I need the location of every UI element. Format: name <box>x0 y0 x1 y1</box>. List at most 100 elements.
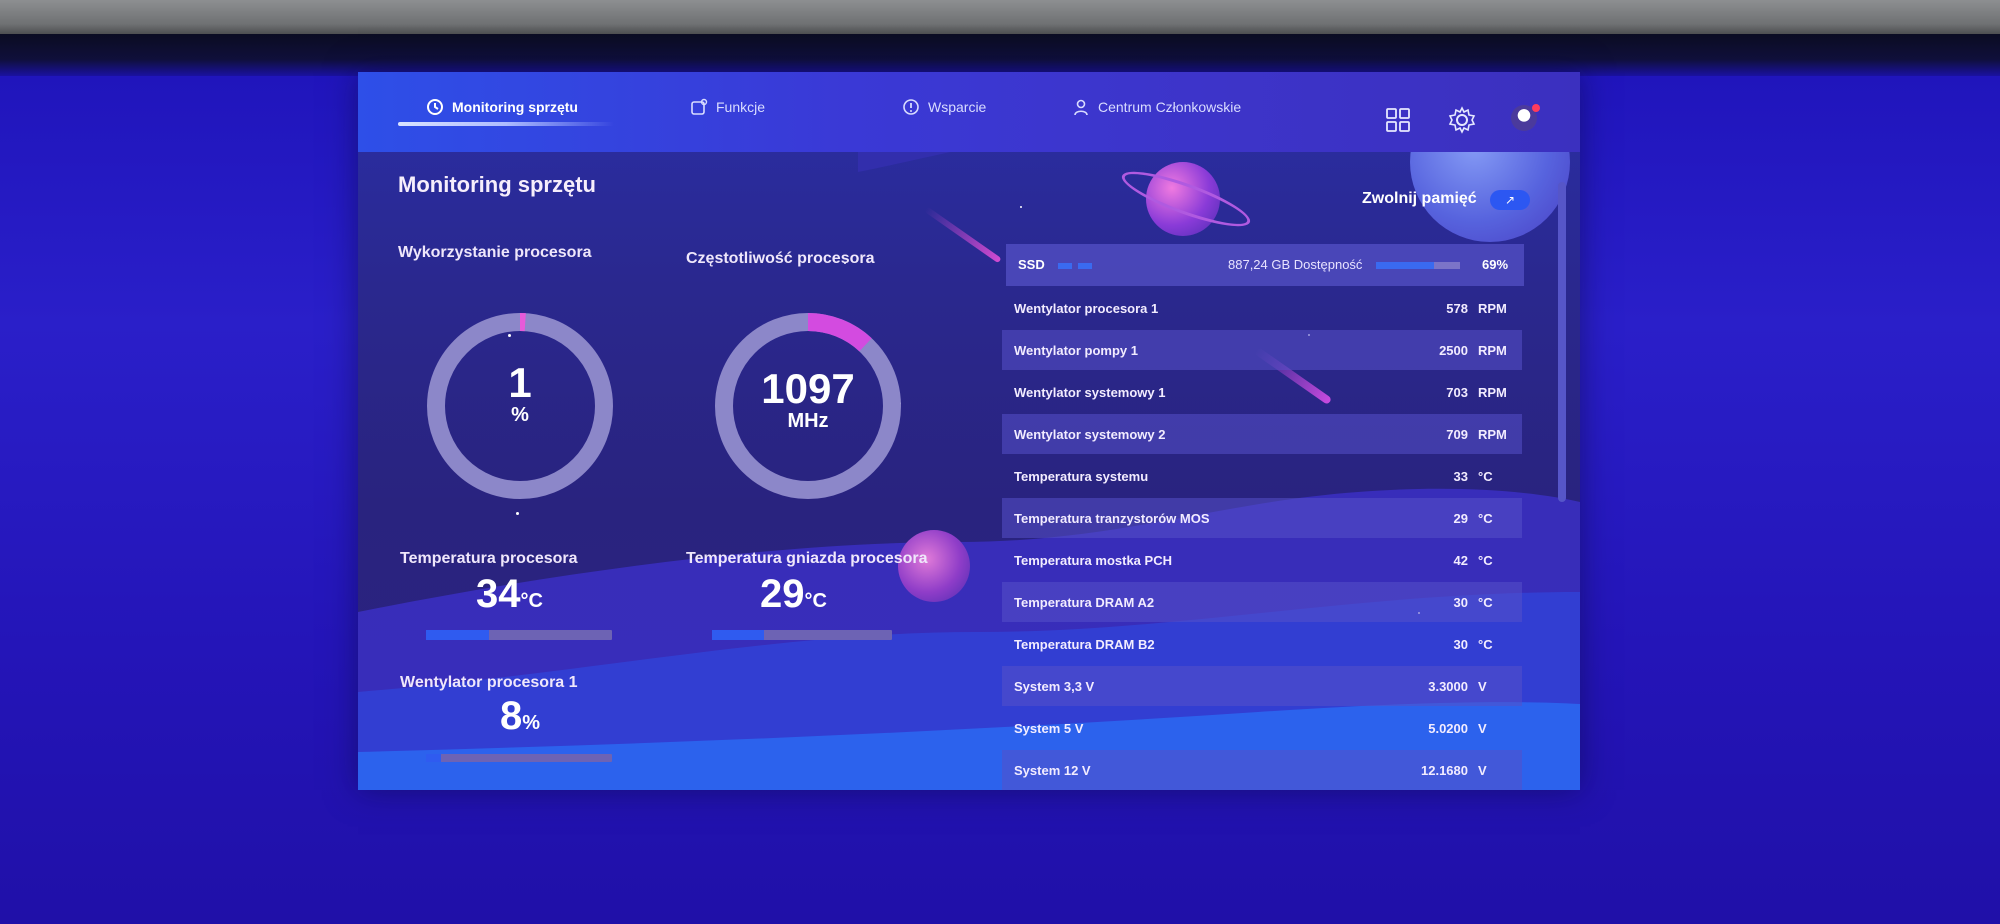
sensor-unit: V <box>1478 762 1487 778</box>
page-title: Monitoring sprzętu <box>398 172 596 197</box>
scrollbar[interactable] <box>1558 182 1566 502</box>
sensor-name: Temperatura mostka PCH <box>1014 552 1172 568</box>
star <box>1020 206 1022 208</box>
socket-temperature-bar <box>712 630 892 640</box>
sensor-unit: °C <box>1478 552 1493 568</box>
socket-temperature-unit: °C <box>804 590 827 612</box>
sensor-name: Temperatura DRAM B2 <box>1014 636 1155 652</box>
settings-button[interactable] <box>1446 104 1478 136</box>
sensor-name: Wentylator procesora 1 <box>1014 300 1159 316</box>
ssd-row: SSD 887,24 GB Dostępność 69% <box>1006 244 1524 286</box>
socket-temperature-readout: 29°C <box>760 572 827 617</box>
tab-label: Funkcje <box>716 99 766 115</box>
sensor-value: 12.1680 <box>1421 762 1468 778</box>
cpu-fan-label: Wentylator procesora 1 <box>400 674 578 691</box>
list-item: Temperatura mostka PCH 42 °C <box>1002 540 1522 580</box>
ssd-percent: 69% <box>1482 257 1509 272</box>
cpu-fan-bar <box>426 754 612 762</box>
planet-decoration <box>1146 162 1220 236</box>
list-item: Temperatura tranzystorów MOS 29 °C <box>1002 498 1522 538</box>
list-item: Wentylator systemowy 2 709 RPM <box>1002 414 1522 454</box>
sensor-value: 42 <box>1453 552 1468 568</box>
avatar[interactable] <box>1508 102 1540 134</box>
sensor-name: Temperatura DRAM A2 <box>1014 594 1155 610</box>
cpu-usage-gauge <box>427 313 613 499</box>
bar-fill <box>712 630 765 640</box>
sensor-unit: V <box>1478 720 1487 736</box>
monitor-icon <box>427 99 443 115</box>
grid-icon <box>1386 108 1410 132</box>
bar-fill <box>426 630 490 640</box>
list-item: Temperatura systemu 33 °C <box>1002 456 1522 496</box>
tab-hardware-monitoring[interactable]: Monitoring sprzętu <box>426 92 578 122</box>
sensor-value: 29 <box>1453 510 1468 526</box>
sensor-value: 3.3000 <box>1428 678 1468 694</box>
functions-icon <box>691 98 708 115</box>
sensor-name: Wentylator systemowy 2 <box>1014 426 1166 442</box>
cpu-temperature-unit: °C <box>520 590 543 612</box>
free-memory-label: Zwolnij pamięć <box>1362 190 1477 207</box>
cpu-temperature-readout: 34°C <box>476 572 543 617</box>
sensor-name: System 12 V <box>1014 762 1091 778</box>
app-window: Monitoring sprzętu Funkcje Wsparcie Cent… <box>358 72 1580 790</box>
sensor-name: Temperatura tranzystorów MOS <box>1014 510 1210 526</box>
cpu-temperature-bar <box>426 630 612 640</box>
sensor-unit: °C <box>1478 510 1493 526</box>
ssd-usage-bar <box>1376 262 1460 269</box>
gear-icon <box>1448 106 1476 134</box>
gauge-arc <box>715 313 901 499</box>
sensor-value: 703 <box>1446 384 1468 400</box>
tab-member-center[interactable]: Centrum Członkowskie <box>1072 92 1241 122</box>
sensor-unit: °C <box>1478 636 1493 652</box>
star <box>516 512 519 515</box>
sensor-value: 709 <box>1446 426 1468 442</box>
sensor-unit: RPM <box>1478 426 1507 442</box>
sensor-value: 33 <box>1453 468 1468 484</box>
tab-label: Centrum Członkowskie <box>1098 99 1242 115</box>
sensor-unit: RPM <box>1478 384 1507 400</box>
sensor-name: Wentylator systemowy 1 <box>1014 384 1166 400</box>
star <box>844 262 846 264</box>
sensor-unit: V <box>1478 678 1487 694</box>
tab-support[interactable]: Wsparcie <box>902 92 986 122</box>
sensor-unit: RPM <box>1478 342 1507 358</box>
cpu-fan-unit: % <box>522 712 541 734</box>
top-navigation <box>358 72 1580 152</box>
planet-decoration <box>898 530 970 602</box>
cpu-usage-unit: % <box>511 404 529 426</box>
active-tab-indicator <box>398 122 614 126</box>
cpu-usage-label: Wykorzystanie procesora <box>398 244 592 261</box>
bar-fill <box>1376 262 1434 269</box>
list-item: System 5 V 5.0200 V <box>1002 708 1522 748</box>
list-item: Temperatura DRAM B2 30 °C <box>1002 624 1522 664</box>
list-item: Temperatura DRAM A2 30 °C <box>1002 582 1522 622</box>
cpu-frequency-unit: MHz <box>787 410 829 432</box>
list-item: Wentylator pompy 1 2500 RPM <box>1002 330 1522 370</box>
list-item: Wentylator systemowy 1 703 RPM <box>1002 372 1522 412</box>
ssd-label: SSD <box>1018 257 1045 272</box>
cpu-frequency-readout: 1097 MHz <box>710 368 906 433</box>
sensor-value: 5.0200 <box>1428 720 1468 736</box>
socket-temperature-value: 29 <box>760 572 805 616</box>
bar-fill <box>426 754 441 762</box>
cpu-temperature-value: 34 <box>476 572 521 616</box>
sensor-value: 578 <box>1446 300 1468 316</box>
free-memory-button[interactable]: ↗ <box>1490 190 1530 210</box>
cpu-frequency-label: Częstotliwość procesora <box>686 250 875 267</box>
list-item: System 3,3 V 3.3000 V <box>1002 666 1522 706</box>
sensor-unit: °C <box>1478 468 1493 484</box>
socket-temperature-label: Temperatura gniazda procesora <box>686 550 928 567</box>
cpu-frequency-gauge <box>715 313 901 499</box>
sensor-name: System 5 V <box>1014 720 1084 736</box>
support-icon <box>903 99 919 115</box>
grid-view-button[interactable] <box>1382 104 1414 136</box>
gauge-arc <box>427 313 613 499</box>
sensor-name: System 3,3 V <box>1014 678 1095 694</box>
cpu-temperature-label: Temperatura procesora <box>400 550 578 567</box>
star <box>508 334 511 337</box>
sensor-list: Wentylator procesora 1 578 RPM Wentylator … <box>1002 288 1522 790</box>
ssd-indicator <box>1058 263 1072 269</box>
sensor-value: 2500 <box>1439 342 1468 358</box>
cpu-fan-readout: 8% <box>500 694 540 739</box>
tab-functions[interactable]: Funkcje <box>690 92 765 122</box>
